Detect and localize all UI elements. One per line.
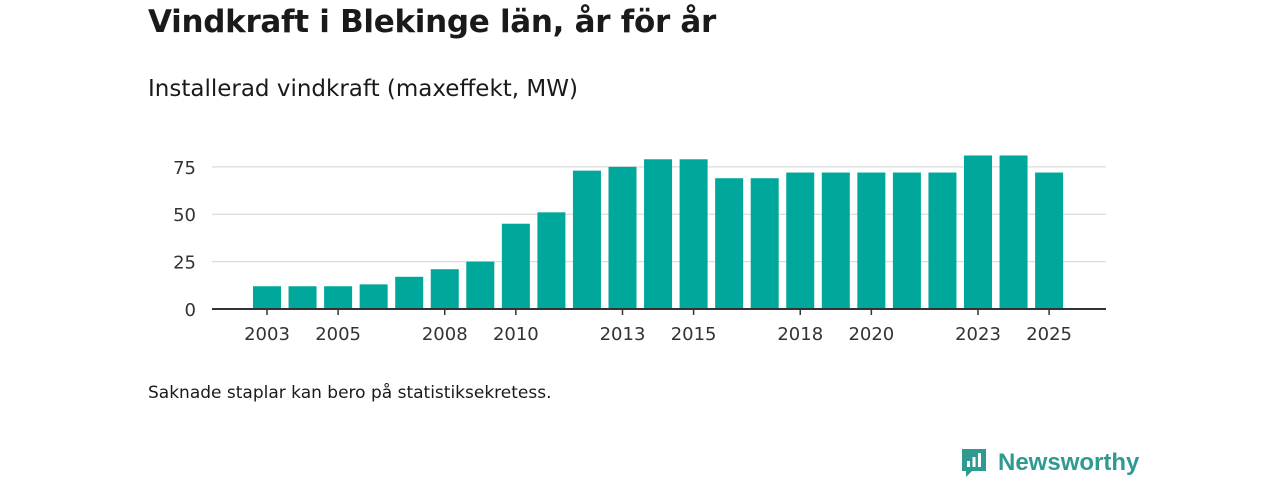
bar-2017[interactable] bbox=[750, 178, 779, 309]
x-tick-label: 2005 bbox=[315, 324, 361, 345]
chart-subtitle: Installerad vindkraft (maxeffekt, MW) bbox=[148, 76, 578, 102]
bars bbox=[253, 155, 1064, 309]
x-tick-label: 2008 bbox=[422, 324, 468, 345]
x-tick-labels: 2003 2005 2008 2010 2013 2015 2018 2020 2023 2025 bbox=[244, 309, 1072, 345]
x-tick-label: 2025 bbox=[1026, 324, 1072, 345]
x-tick-label: 2010 bbox=[493, 324, 539, 345]
bar-2016[interactable] bbox=[715, 178, 744, 309]
bar-2022[interactable] bbox=[928, 172, 957, 309]
bar-2008[interactable] bbox=[430, 269, 459, 309]
x-tick-label: 2003 bbox=[244, 324, 290, 345]
chart-title: Vindkraft i Blekinge län, år för år bbox=[148, 4, 717, 40]
bar-2005[interactable] bbox=[324, 286, 353, 309]
bar-2014[interactable] bbox=[644, 159, 673, 309]
bar-2021[interactable] bbox=[892, 172, 921, 309]
brand-logo[interactable]: Newsworthy bbox=[960, 446, 1139, 480]
bar-2012[interactable] bbox=[572, 170, 601, 309]
bar-chart: 0 25 50 75 2003 2005 2008 2010 2013 2015 2018 2020… bbox=[173, 155, 1106, 345]
y-tick-label: 25 bbox=[173, 253, 196, 274]
bar-2013[interactable] bbox=[608, 166, 637, 309]
y-tick-labels: 0 25 50 75 bbox=[173, 158, 196, 321]
x-tick-label: 2013 bbox=[600, 324, 646, 345]
bar-2015[interactable] bbox=[679, 159, 708, 309]
bar-2018[interactable] bbox=[786, 172, 815, 309]
y-tick-label: 50 bbox=[173, 205, 196, 226]
x-tick-label: 2023 bbox=[955, 324, 1001, 345]
bar-2019[interactable] bbox=[821, 172, 850, 309]
bar-2007[interactable] bbox=[395, 276, 424, 309]
x-tick-label: 2015 bbox=[671, 324, 717, 345]
footnote: Saknade staplar kan bero på statistiksek… bbox=[148, 383, 552, 403]
y-tick-label: 0 bbox=[185, 300, 196, 321]
x-tick-label: 2018 bbox=[777, 324, 823, 345]
bar-2009[interactable] bbox=[466, 261, 495, 309]
bar-2023[interactable] bbox=[964, 155, 992, 309]
bar-2004[interactable] bbox=[288, 286, 317, 309]
x-tick-label: 2020 bbox=[848, 324, 894, 345]
bar-2025[interactable] bbox=[1035, 172, 1064, 309]
bar-2020[interactable] bbox=[857, 172, 886, 309]
bar-2010[interactable] bbox=[501, 223, 530, 309]
newsworthy-logo-icon bbox=[962, 449, 986, 477]
bar-2024[interactable] bbox=[999, 155, 1028, 309]
bar-2011[interactable] bbox=[537, 212, 566, 309]
brand-name: Newsworthy bbox=[998, 449, 1140, 476]
bar-2003[interactable] bbox=[253, 286, 281, 309]
y-tick-label: 75 bbox=[173, 158, 196, 179]
bar-2006[interactable] bbox=[359, 284, 388, 309]
